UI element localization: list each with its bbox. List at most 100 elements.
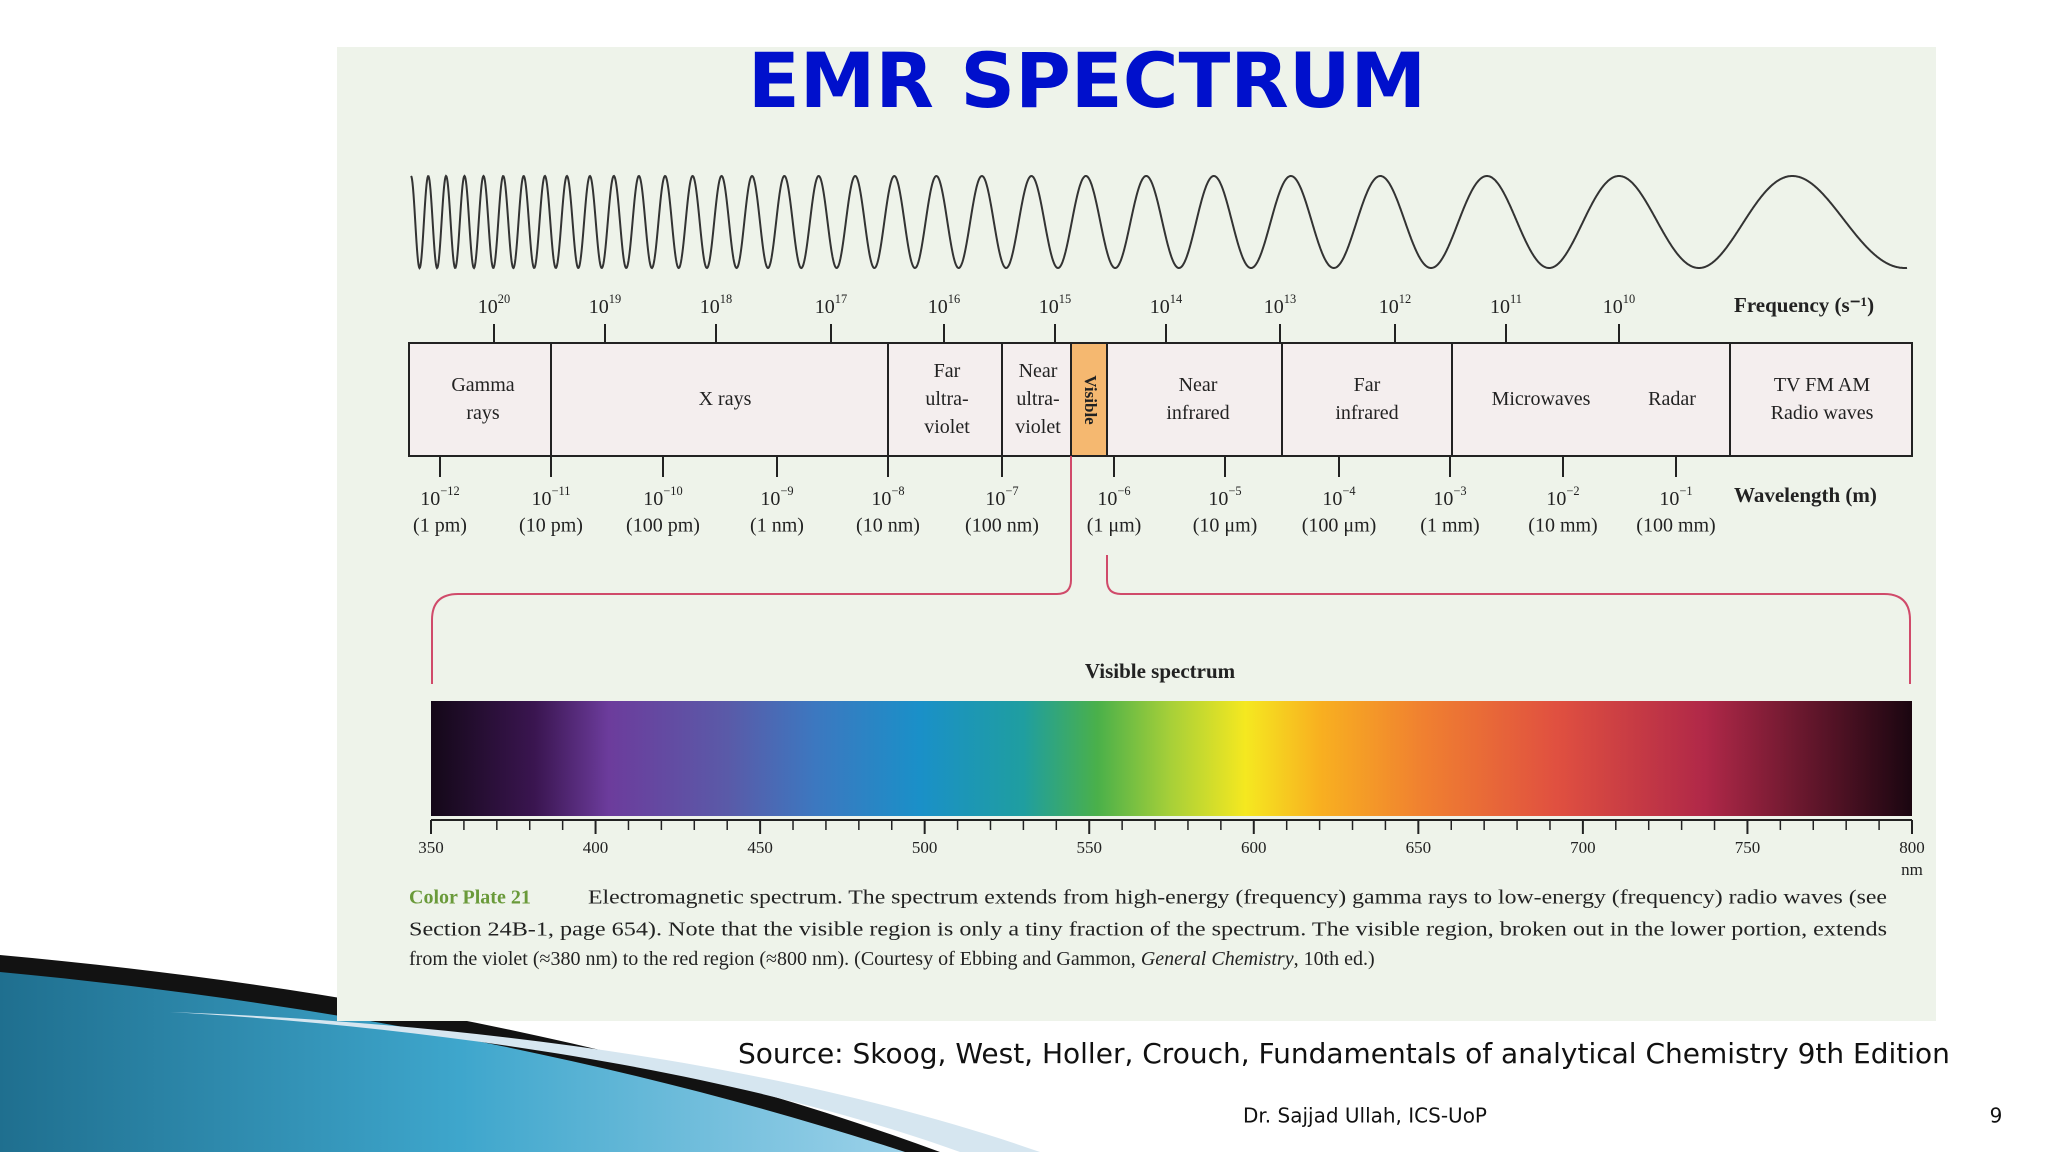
frequency-axis-label: Frequency (s⁻¹) — [1734, 293, 1874, 317]
frequency-tick-label-base: 10 — [478, 296, 498, 318]
frequency-tick-label-exp: 17 — [835, 292, 847, 306]
visible-box — [1070, 342, 1108, 457]
region-label: Far infrared — [1335, 374, 1398, 424]
frequency-tick-label: 1016 — [928, 292, 960, 318]
wavelength-tick-label: 10−8 — [871, 484, 904, 510]
region-label-line: ultra- — [925, 388, 968, 410]
wavelength-tick-label-exp: −2 — [1566, 484, 1579, 498]
spectrum-diagram: 1020 1019 1018 1017 1016 1015 1014 1013 1012 1011… — [408, 174, 1925, 970]
frequency-tick-label: 1015 — [1039, 292, 1071, 318]
frequency-tick-label-base: 10 — [1379, 296, 1399, 318]
wavelength-axis-label: Wavelength (m) — [1734, 483, 1877, 507]
wavelength-tick-label: 10−1 — [1659, 484, 1692, 510]
region-label-line: Far — [1354, 374, 1381, 396]
caption-line: from the violet (≈380 nm) to the red reg… — [409, 948, 1375, 970]
frequency-tick-label-exp: 20 — [498, 292, 510, 306]
wavelength-tick-label-base: 10 — [871, 488, 891, 510]
wavelength-tick-label: 10−5 — [1208, 484, 1241, 510]
region-label: Visible — [1081, 375, 1100, 425]
frequency-tick-label-exp: 13 — [1284, 292, 1296, 306]
bracket-right — [1106, 555, 1911, 684]
region-label-line: rays — [466, 402, 500, 424]
region-label: Near infrared — [1166, 374, 1229, 424]
wavelength-tick-label: 10−6 — [1097, 484, 1130, 510]
wavelength-tick-label-base: 10 — [1322, 488, 1342, 510]
frequency-tick-label-base: 10 — [1264, 296, 1284, 318]
wavelength-tick-label: 10−7 — [985, 484, 1018, 510]
region-band — [408, 342, 1913, 457]
region-label-line: ultra- — [1016, 388, 1059, 410]
frequency-tick-label-base: 10 — [1490, 296, 1510, 318]
caption-line: Electromagnetic spectrum. The spectrum e… — [588, 887, 1887, 909]
spectrum-tick-label: 550 — [1076, 838, 1102, 857]
region-label: Radar — [1648, 388, 1696, 410]
wavelength-tick-sublabel: (100 mm) — [1636, 515, 1715, 537]
frequency-tick-label: 1010 — [1603, 292, 1635, 318]
frequency-tick-label-base: 10 — [1150, 296, 1170, 318]
frequency-tick-label-base: 10 — [815, 296, 835, 318]
frequency-tick-label: 1020 — [478, 292, 510, 318]
region-label-line: X rays — [699, 388, 752, 410]
frequency-tick-label-exp: 19 — [609, 292, 621, 306]
frequency-tick-label-base: 10 — [700, 296, 720, 318]
spectrum-tick-label: 450 — [747, 838, 773, 857]
wavelength-tick-sublabel: (100 pm) — [626, 515, 700, 537]
wavelength-tick-label-base: 10 — [1546, 488, 1566, 510]
frequency-tick-label: 1011 — [1490, 292, 1522, 318]
caption-part: General Chemistry — [1141, 948, 1294, 970]
frequency-tick-label: 1018 — [700, 292, 732, 318]
spectrum-tick-label: 650 — [1406, 838, 1432, 857]
wavelength-tick-label-exp: −9 — [780, 484, 793, 498]
region-label-line: infrared — [1335, 402, 1398, 424]
wavelength-tick-label: 10−2 — [1546, 484, 1579, 510]
spectrum-tick-label: 600 — [1241, 838, 1267, 857]
swoosh-light — [170, 1012, 1040, 1152]
region-label-line: Near — [1019, 360, 1058, 382]
frequency-tick-label-base: 10 — [1603, 296, 1623, 318]
wavelength-tick-label-exp: −12 — [440, 484, 459, 498]
wavelength-tick-label-base: 10 — [643, 488, 663, 510]
slide-title: EMR SPECTRUM — [748, 36, 1426, 125]
wavelength-tick-label-base: 10 — [1097, 488, 1117, 510]
wavelength-tick-label-exp: −4 — [1342, 484, 1355, 498]
frequency-tick-label-exp: 18 — [720, 292, 732, 306]
frequency-tick-label-base: 10 — [928, 296, 948, 318]
wavelength-tick-label-base: 10 — [1208, 488, 1228, 510]
wavelength-tick-sublabel: (100 nm) — [965, 515, 1039, 537]
wavelength-tick-sublabel: (10 nm) — [856, 515, 920, 537]
frequency-tick-label-base: 10 — [589, 296, 609, 318]
frequency-tick-label-exp: 14 — [1170, 292, 1182, 306]
frequency-tick-label: 1019 — [589, 292, 621, 318]
region-label-line: Microwaves — [1492, 388, 1591, 410]
region-label: X rays — [699, 388, 752, 410]
wavelength-tick-label-base: 10 — [760, 488, 780, 510]
region-label: TV FM AM Radio waves — [1771, 374, 1874, 424]
frequency-tick-label-exp: 16 — [948, 292, 960, 306]
wavelength-tick-sublabel: (1 μm) — [1087, 515, 1142, 537]
region-label-line: Near — [1179, 374, 1218, 396]
wavelength-tick-label-exp: −11 — [552, 484, 571, 498]
caption-label: Color Plate 21 — [409, 887, 531, 909]
footer-author: Dr. Sajjad Ullah, ICS-UoP — [1243, 1104, 1487, 1128]
wavelength-tick-sublabel: (10 μm) — [1193, 515, 1258, 537]
frequency-tick-label: 1013 — [1264, 292, 1296, 318]
region-label-line: TV FM AM — [1774, 374, 1871, 396]
frequency-tick-label: 1012 — [1379, 292, 1411, 318]
frequency-tick-label-exp: 11 — [1510, 292, 1522, 306]
wavelength-tick-label: 10−10 — [643, 484, 682, 510]
frequency-tick-label-exp: 15 — [1059, 292, 1071, 306]
wavelength-tick-label-base: 10 — [532, 488, 552, 510]
image-panel — [337, 47, 1936, 1021]
wavelength-tick-label-exp: −7 — [1005, 484, 1018, 498]
frequency-tick-label: 1014 — [1150, 292, 1182, 318]
wavelength-tick-sublabel: (10 pm) — [519, 515, 583, 537]
wavelength-tick-label-exp: −5 — [1228, 484, 1241, 498]
region-label: Near ultra-violet — [1015, 360, 1061, 438]
caption-line: Section 24B-1, page 654). Note that the … — [409, 919, 1887, 941]
wavelength-tick-label-base: 10 — [1659, 488, 1679, 510]
wavelength-tick-sublabel: (1 mm) — [1420, 515, 1479, 537]
region-label: Gamma rays — [451, 374, 514, 424]
frequency-tick-label-base: 10 — [1039, 296, 1059, 318]
spectrum-tick-label: 750 — [1735, 838, 1761, 857]
